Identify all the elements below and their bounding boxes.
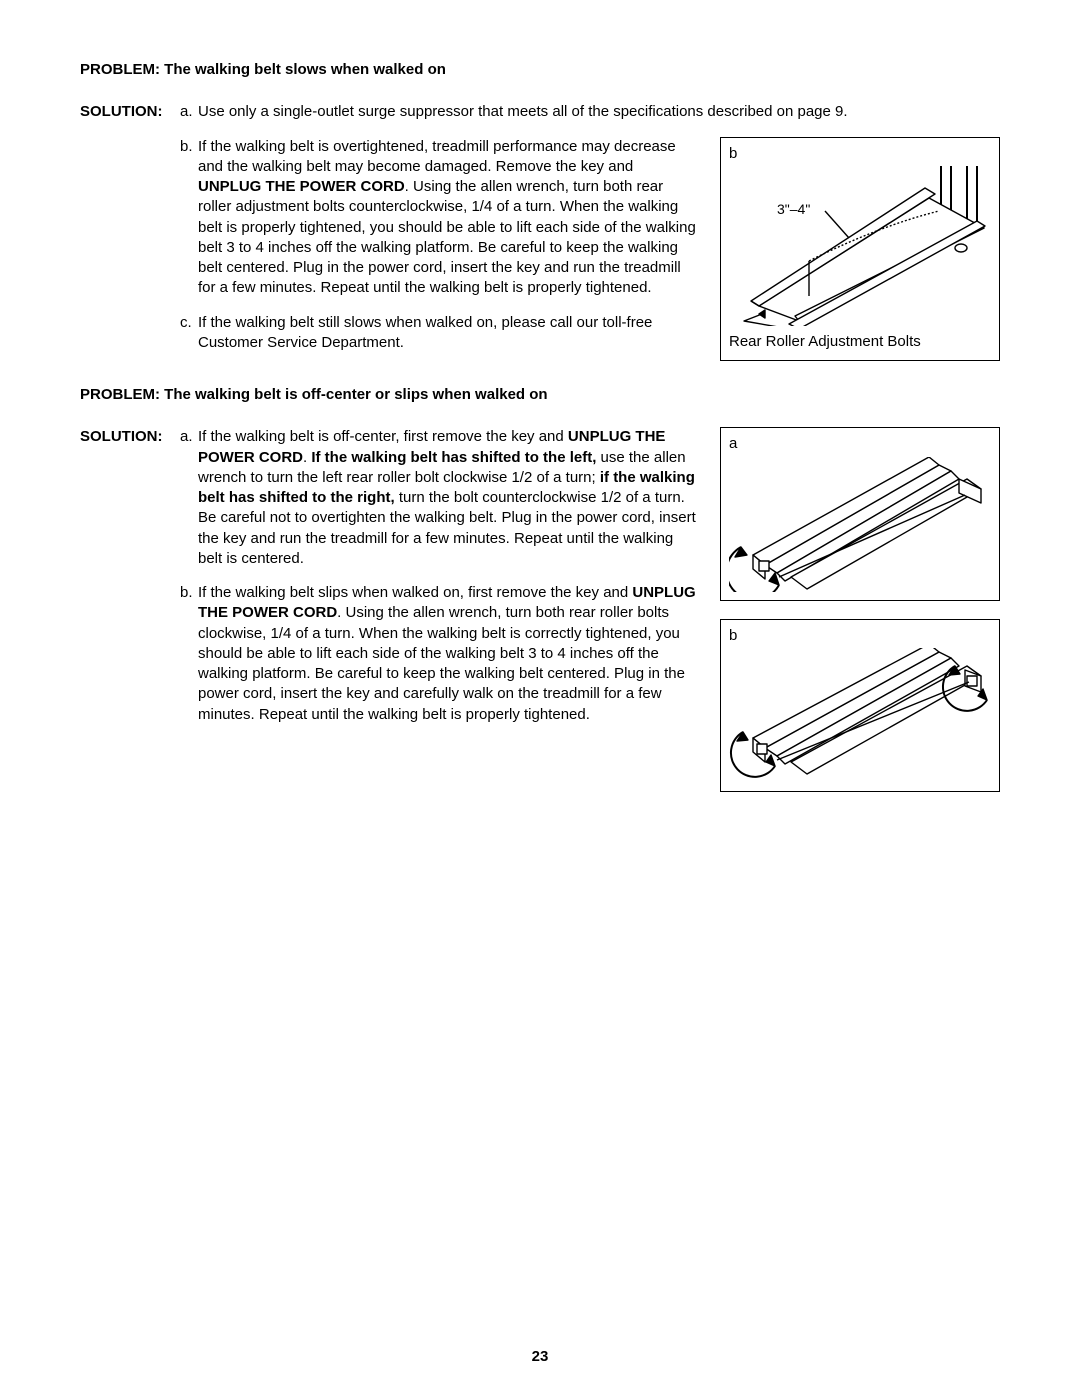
figure-label: a	[729, 434, 991, 454]
item-text: If the walking belt is overtightened, tr…	[198, 137, 700, 299]
both-rollers-diagram-icon	[729, 648, 989, 783]
figure-caption: Rear Roller Adjustment Bolts	[729, 332, 991, 352]
item-letter: a.	[180, 102, 198, 122]
item-text: If the walking belt is off-center, first…	[198, 427, 700, 569]
item-letter: b.	[180, 137, 198, 299]
problem-1-heading: PROBLEM: The walking belt slows when wal…	[80, 60, 1000, 80]
item-text: If the walking belt still slows when wal…	[198, 313, 700, 354]
figure-a-left-roller: a	[720, 427, 1000, 600]
left-roller-diagram-icon	[729, 457, 989, 592]
problem-2-heading: PROBLEM: The walking belt is off-center …	[80, 385, 1000, 405]
solution-1a-row: SOLUTION: a. Use only a single-outlet su…	[80, 102, 1000, 122]
figure-label: b	[729, 144, 991, 164]
item-1b: b. If the walking belt is overtightened,…	[180, 137, 700, 299]
item-text: If the walking belt slips when walked on…	[198, 583, 700, 725]
item-letter: b.	[180, 583, 198, 725]
figure-b-treadmill: b	[720, 137, 1000, 362]
item-text: Use only a single-outlet surge suppresso…	[198, 102, 1000, 122]
solution-label: SOLUTION:	[80, 427, 180, 569]
figure-b-both-rollers: b	[720, 619, 1000, 792]
solution-2a-row: SOLUTION: a. If the walking belt is off-…	[80, 427, 700, 569]
item-letter: c.	[180, 313, 198, 354]
item-2b: b. If the walking belt slips when walked…	[180, 583, 700, 725]
treadmill-rear-diagram-icon: 3"–4"	[729, 166, 989, 326]
dimension-label: 3"–4"	[777, 201, 810, 217]
item-1c: c. If the walking belt still slows when …	[180, 313, 700, 354]
item-letter: a.	[180, 427, 198, 569]
page-number: 23	[0, 1347, 1080, 1367]
solution-label: SOLUTION:	[80, 102, 180, 122]
figure-label: b	[729, 626, 991, 646]
